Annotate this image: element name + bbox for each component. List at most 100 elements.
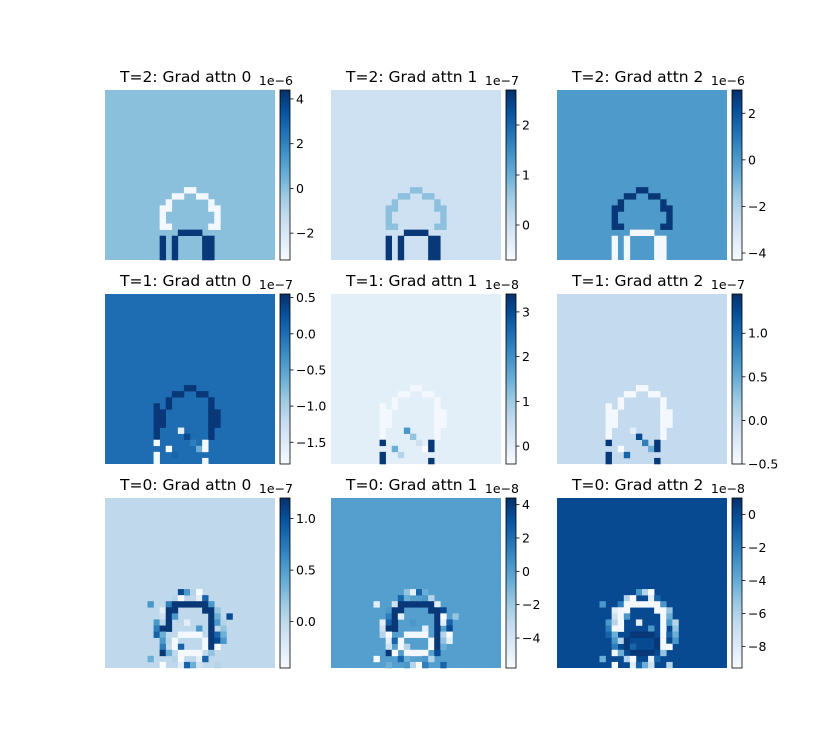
heatmap-cell: [385, 421, 393, 428]
heatmap-cell: [434, 403, 441, 410]
heatmap-cell: [159, 607, 167, 614]
heatmap-cell: [623, 451, 631, 459]
heatmap-cell: [214, 643, 221, 651]
heatmap-cell: [617, 403, 625, 410]
heatmap-cell: [397, 601, 405, 608]
colorbar: [279, 293, 291, 465]
heatmap-cell: [190, 385, 197, 392]
panel-title: T=2: Grad attn 2: [571, 68, 703, 86]
heatmap-cells: [331, 498, 501, 669]
heatmap-cell: [183, 385, 191, 392]
heatmap-cell: [171, 595, 179, 602]
heatmap-cell: [153, 415, 160, 422]
heatmap-cell: [397, 607, 405, 614]
heatmap-cell: [605, 415, 612, 422]
heatmap-cell: [409, 187, 417, 194]
heatmap-cell: [397, 637, 405, 645]
colorbar-tick-label: 4: [522, 497, 530, 512]
heatmap-cell: [440, 637, 447, 645]
colorbar: [505, 89, 517, 261]
heatmap-cell: [391, 625, 399, 632]
heatmap-cell: [190, 229, 197, 237]
heatmap-cell: [403, 655, 411, 663]
heatmap-cell: [165, 205, 173, 212]
panel-title: T=0: Grad attn 2: [571, 476, 703, 494]
heatmap-cell: [208, 649, 215, 657]
heatmap-cell: [605, 427, 612, 434]
heatmap-cell: [159, 205, 167, 212]
heatmap-cell: [403, 643, 411, 651]
heatmap-cell: [446, 619, 453, 626]
heatmap-cell: [214, 223, 221, 230]
heatmap-cell: [226, 613, 233, 620]
heatmap-cells: [557, 90, 727, 261]
heatmap-cell: [177, 643, 185, 651]
heatmap-cell: [385, 625, 393, 632]
heatmap-cell: [605, 625, 612, 632]
heatmap-cell: [159, 625, 167, 632]
heatmap-cell: [214, 415, 221, 422]
heatmap-cells: [105, 498, 275, 669]
heatmap-cell: [385, 247, 393, 255]
heatmap-cell: [159, 235, 167, 243]
heatmap-cell: [177, 631, 185, 638]
colorbar-tick-label: 1.0: [296, 511, 316, 526]
heatmap-cell: [165, 397, 173, 404]
panel-4: T=1: Grad attn 1 3 2 1 0 1e−8: [331, 272, 530, 465]
heatmap-cell: [629, 427, 637, 434]
colorbar: [505, 293, 517, 465]
heatmap-cell: [403, 427, 411, 434]
heatmap-cell: [202, 241, 209, 249]
heatmap-cell: [635, 229, 643, 237]
heatmap-cell: [202, 445, 209, 453]
heatmap-cell: [611, 607, 619, 614]
heatmap-cell: [611, 223, 619, 230]
colorbar-tick-label: 0: [522, 564, 530, 579]
heatmap-cell: [403, 661, 411, 669]
heatmap-cell: [629, 589, 637, 596]
heatmap-cell: [159, 223, 167, 230]
heatmap-cell: [171, 613, 179, 620]
heatmap-cell: [153, 403, 160, 410]
heatmap-cell: [196, 229, 203, 237]
colorbar-tick-label: 0.0: [748, 413, 768, 428]
heatmap-cell: [196, 625, 203, 632]
heatmap-cell: [605, 421, 612, 428]
heatmap-cell: [434, 421, 441, 428]
heatmap-cell: [165, 649, 173, 657]
heatmap-cell: [648, 601, 655, 608]
heatmap-cell: [611, 613, 619, 620]
heatmap-cell: [422, 595, 429, 602]
colorbar: [731, 497, 743, 669]
heatmap-cell: [434, 643, 441, 651]
heatmap-cell: [648, 649, 655, 657]
heatmap-cell: [434, 235, 441, 243]
heatmap-cell: [391, 601, 399, 608]
heatmap-cell: [171, 607, 179, 614]
heatmap-cell: [196, 589, 203, 596]
heatmap-cell: [159, 247, 167, 255]
heatmap-cell: [623, 391, 631, 398]
heatmap-cell: [605, 631, 612, 638]
heatmap-cell: [666, 613, 673, 620]
heatmap-cell: [635, 661, 643, 669]
colorbar-exponent: 1e−6: [711, 73, 745, 88]
heatmap-cell: [434, 631, 441, 638]
colorbar: [731, 293, 743, 465]
heatmap-cell: [635, 649, 643, 657]
heatmap-cell: [409, 385, 417, 392]
heatmap-cell: [422, 625, 429, 632]
heatmap-cell: [654, 253, 661, 261]
heatmap-cell: [159, 643, 167, 651]
heatmap-cell: [403, 631, 411, 638]
heatmap-cell: [635, 619, 643, 626]
heatmap-cell: [397, 655, 405, 663]
colorbar-tick-label: −4: [748, 246, 766, 261]
heatmap-cell: [605, 409, 612, 416]
heatmap-cell: [159, 421, 167, 428]
heatmap-cell: [379, 409, 386, 416]
heatmap-cells: [331, 90, 501, 261]
heatmap-cell: [171, 235, 179, 243]
heatmap-cell: [159, 631, 167, 638]
heatmap-cell: [409, 619, 417, 626]
